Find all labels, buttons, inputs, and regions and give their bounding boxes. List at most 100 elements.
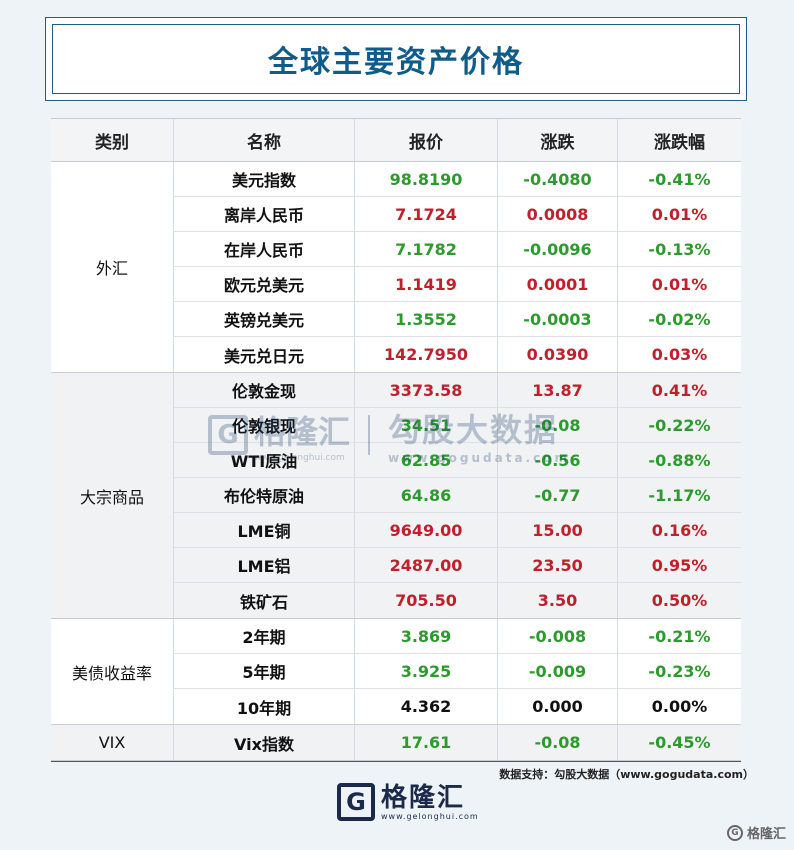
name-cell: 2年期 <box>174 619 355 653</box>
table-row: 伦敦金现 3373.58 13.87 0.41% <box>174 373 741 408</box>
category-cell: 大宗商品 <box>51 373 174 618</box>
change-cell: -0.0003 <box>498 302 618 336</box>
pct-cell: 0.01% <box>651 204 708 224</box>
corner-logo-icon: G <box>726 824 743 841</box>
header-price: 报价 <box>355 119 498 161</box>
table-row: 欧元兑美元 1.1419 0.0001 0.01% <box>174 267 741 302</box>
price-cell: 7.1724 <box>355 197 498 231</box>
pct-cell: -0.45% <box>648 733 711 752</box>
name-cell: 布伦特原油 <box>174 478 355 512</box>
name-cell: 美元指数 <box>174 162 355 196</box>
price-cell: 3373.58 <box>355 373 498 407</box>
price-cell: 98.8190 <box>355 162 498 196</box>
price-cell: 1.3552 <box>355 302 498 336</box>
change-cell: -0.4080 <box>498 162 618 196</box>
pct-cell: -0.02% <box>648 309 711 329</box>
name-cell: LME铝 <box>174 548 355 582</box>
corner-watermark: G 格隆汇 <box>726 823 786 842</box>
pct-cell: 0.41% <box>651 380 708 400</box>
price-cell: 17.61 <box>355 725 498 760</box>
name-cell: 5年期 <box>174 654 355 688</box>
change-cell: 3.50 <box>498 583 618 618</box>
footer-logo: G 格隆汇 www.gelonghui.com <box>337 783 479 821</box>
change-cell: -0.77 <box>498 478 618 512</box>
pct-cell: -1.17% <box>648 485 711 505</box>
table-row: 铁矿石 705.50 3.50 0.50% <box>174 583 741 618</box>
table-group: 大宗商品 伦敦金现 3373.58 13.87 0.41% 伦敦银现 34.51 -0.08-… <box>51 373 741 619</box>
name-cell: 离岸人民币 <box>174 197 355 231</box>
price-cell: 2487.00 <box>355 548 498 582</box>
table-body: 外汇 美元指数 98.8190 -0.4080 -0.41% 离岸人民币 7.1724 0.0… <box>51 162 741 761</box>
pct-cell: -0.22% <box>648 415 711 435</box>
table-row: 布伦特原油 64.86 -0.77 -1.17% <box>174 478 741 513</box>
name-cell: 伦敦银现 <box>174 408 355 442</box>
price-cell: 34.51 <box>355 408 498 442</box>
change-cell: -0.008 <box>498 619 618 653</box>
name-cell: LME铜 <box>174 513 355 547</box>
table-group: 外汇 美元指数 98.8190 -0.4080 -0.41% 离岸人民币 7.1724 0.0… <box>51 162 741 373</box>
footer-brand: 格隆汇 <box>381 782 466 813</box>
gelonghui-logo-icon: G <box>337 783 375 821</box>
table-row: 英镑兑美元 1.3552 -0.0003 -0.02% <box>174 302 741 337</box>
table-row: 10年期 4.362 0.000 0.00% <box>174 689 741 724</box>
pct-cell: 0.03% <box>651 345 708 364</box>
category-cell: 外汇 <box>51 162 174 372</box>
corner-text: 格隆汇 <box>746 827 786 842</box>
table-row: 伦敦银现 34.51 -0.08 -0.22% <box>174 408 741 443</box>
price-cell: 7.1782 <box>355 232 498 266</box>
table-row: WTI原油 62.85 -0.56 -0.88% <box>174 443 741 478</box>
name-cell: 美元兑日元 <box>174 337 355 372</box>
pct-cell: 0.50% <box>651 591 708 610</box>
price-cell: 64.86 <box>355 478 498 512</box>
pct-cell: 0.95% <box>651 555 708 575</box>
pct-cell: -0.23% <box>648 661 711 681</box>
data-source: 数据支持：勾股大数据（www.gogudata.com） <box>499 768 754 781</box>
category-cell: 美债收益率 <box>51 619 174 724</box>
footer-url: www.gelonghui.com <box>381 811 479 821</box>
name-cell: 在岸人民币 <box>174 232 355 266</box>
page-title: 全球主要资产价格 <box>268 45 524 80</box>
pct-cell: 0.00% <box>651 697 708 716</box>
table-group: 美债收益率 2年期 3.869 -0.008 -0.21% 5年期 3.925 -0.009 -… <box>51 619 741 725</box>
price-cell: 62.85 <box>355 443 498 477</box>
header-change: 涨跌 <box>498 119 618 161</box>
change-cell: -0.08 <box>498 408 618 442</box>
category-cell: VIX <box>51 725 174 760</box>
price-cell: 9649.00 <box>355 513 498 547</box>
header-name: 名称 <box>174 119 355 161</box>
price-cell: 705.50 <box>355 583 498 618</box>
table-group: VIX Vix指数 17.61 -0.08 -0.45% <box>51 725 741 761</box>
header-pct: 涨跌幅 <box>654 132 705 153</box>
table-row: 离岸人民币 7.1724 0.0008 0.01% <box>174 197 741 232</box>
change-cell: 15.00 <box>498 513 618 547</box>
name-cell: 伦敦金现 <box>174 373 355 407</box>
name-cell: 英镑兑美元 <box>174 302 355 336</box>
title-banner: 全球主要资产价格 <box>45 17 747 101</box>
change-cell: -0.08 <box>498 725 618 760</box>
header-category: 类别 <box>51 119 174 161</box>
name-cell: 欧元兑美元 <box>174 267 355 301</box>
change-cell: 23.50 <box>498 548 618 582</box>
table-row: 美元兑日元 142.7950 0.0390 0.03% <box>174 337 741 372</box>
table-row: LME铜 9649.00 15.00 0.16% <box>174 513 741 548</box>
change-cell: 0.000 <box>498 689 618 724</box>
pct-cell: 0.16% <box>651 520 708 540</box>
pct-cell: -0.88% <box>648 450 711 470</box>
name-cell: WTI原油 <box>174 443 355 477</box>
price-cell: 1.1419 <box>355 267 498 301</box>
price-cell: 142.7950 <box>355 337 498 372</box>
change-cell: -0.56 <box>498 443 618 477</box>
table-row: 在岸人民币 7.1782 -0.0096 -0.13% <box>174 232 741 267</box>
price-cell: 3.869 <box>355 619 498 653</box>
price-cell: 4.362 <box>355 689 498 724</box>
change-cell: 13.87 <box>498 373 618 407</box>
pct-cell: -0.41% <box>648 169 711 189</box>
change-cell: 0.0001 <box>498 267 618 301</box>
pct-cell: -0.13% <box>648 239 711 259</box>
pct-cell: -0.21% <box>648 626 711 646</box>
table-row: LME铝 2487.00 23.50 0.95% <box>174 548 741 583</box>
name-cell: 10年期 <box>174 689 355 724</box>
table-row: 5年期 3.925 -0.009 -0.23% <box>174 654 741 689</box>
title-frame: 全球主要资产价格 <box>52 24 740 94</box>
change-cell: 0.0390 <box>498 337 618 372</box>
